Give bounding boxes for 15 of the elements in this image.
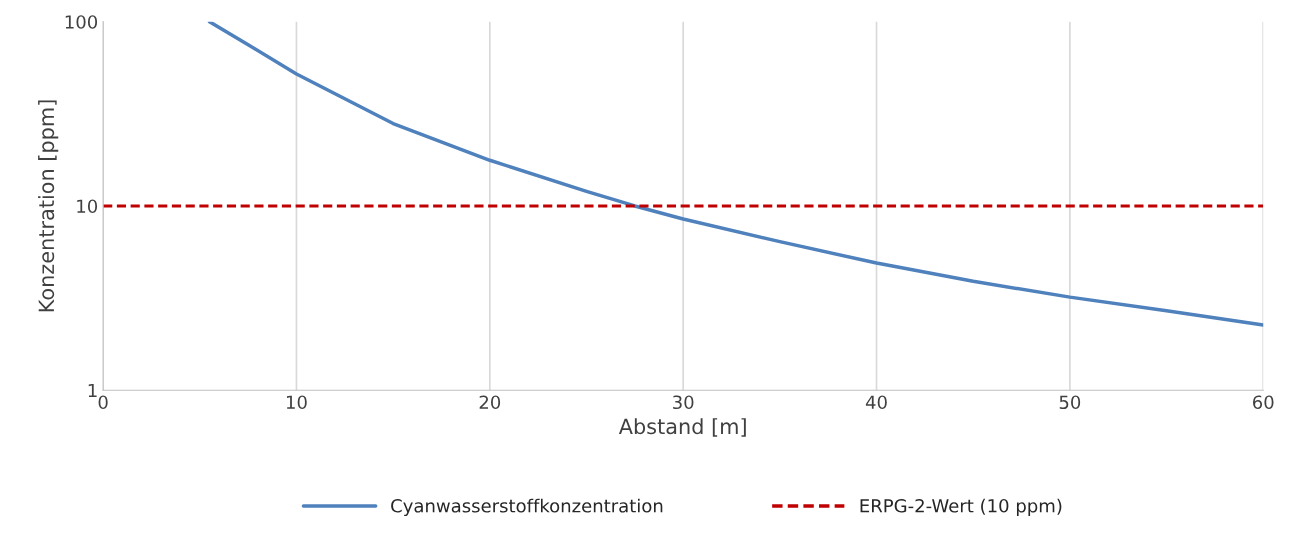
x-tick-label: 30 <box>673 395 694 410</box>
x-axis-title: Abstand [m] <box>618 418 746 437</box>
x-tick-label: 50 <box>1059 395 1081 410</box>
x-tick-label: 0 <box>98 395 108 410</box>
x-tick-label: 10 <box>286 395 307 410</box>
y-tick-label: 10 <box>77 199 98 214</box>
legend-label: Cyanwasserstoffkonzentration <box>391 498 663 517</box>
x-tick-label: 20 <box>479 395 501 410</box>
y-tick-label: 100 <box>65 15 98 29</box>
y-axis-title: Konzentration [ppm] <box>38 100 59 312</box>
line-series <box>207 21 1264 327</box>
x-tick-label: 60 <box>1252 395 1274 410</box>
x-tick-label: 40 <box>865 395 887 410</box>
y-tick-label: 1 <box>88 383 97 398</box>
legend-label: ERPG-2-Wert (10 ppm) <box>860 498 1062 517</box>
